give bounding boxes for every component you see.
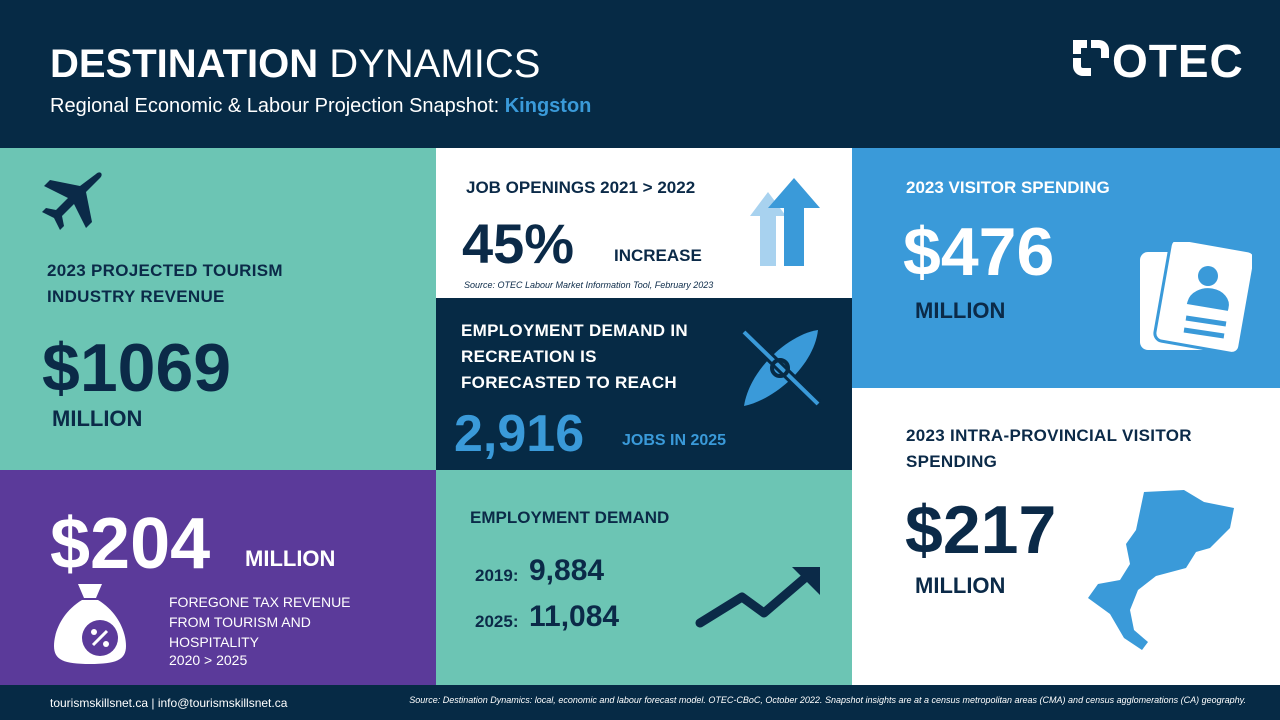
arrow-front — [768, 178, 820, 266]
plane-icon — [42, 172, 102, 230]
value: $1069 — [42, 330, 232, 406]
arrow-back — [750, 192, 786, 266]
document-icon — [1140, 242, 1252, 352]
unit: JOBS IN 2025 — [622, 432, 727, 449]
subtitle: Regional Economic & Labour Projection Sn… — [50, 95, 591, 118]
recreation-panel: EMPLOYMENT DEMAND IN RECREATION IS FOREC… — [436, 298, 852, 470]
job-openings-panel: JOB OPENINGS 2021 > 2022 45% INCREASE So… — [436, 148, 852, 298]
unit: MILLION — [52, 406, 143, 431]
kayak-icon — [740, 328, 822, 408]
percent-slash — [91, 629, 109, 647]
period: 2020 > 2025 — [169, 652, 248, 668]
region: Kingston — [504, 95, 592, 117]
tourism-revenue-panel: 2023 PROJECTED TOURISM INDUSTRY REVENUE … — [0, 148, 436, 470]
label: 2023 PROJECTED TOURISM INDUSTRY REVENUE — [47, 261, 283, 306]
trend-icon — [695, 567, 820, 628]
logo-mark — [1073, 40, 1109, 76]
unit: MILLION — [245, 546, 336, 571]
logo-shape — [1073, 40, 1109, 76]
website[interactable]: tourismskillsnet.ca — [50, 696, 149, 710]
label: EMPLOYMENT DEMAND — [470, 508, 670, 527]
row-value: 11,084 — [529, 600, 620, 633]
year: 2025: — [475, 612, 519, 631]
label: 2023 INTRA-PROVINCIAL VISITOR SPENDING — [906, 426, 1192, 471]
value: $217 — [905, 492, 1057, 568]
doc-avatar — [1198, 266, 1218, 286]
visitor-spending-panel: 2023 VISITOR SPENDING $476 MILLION — [852, 148, 1280, 388]
unit: MILLION — [915, 298, 1006, 323]
intra-provincial-panel: 2023 INTRA-PROVINCIAL VISITOR SPENDING $… — [852, 388, 1280, 685]
title-bold: DESTINATION — [50, 42, 319, 86]
plane-shape — [42, 172, 102, 230]
title: DESTINATION DYNAMICS — [50, 42, 540, 87]
unit: MILLION — [915, 573, 1006, 598]
percent-dot — [91, 629, 97, 635]
paddler — [770, 358, 790, 378]
separator: | — [151, 696, 155, 710]
value: 2,916 — [454, 405, 585, 463]
value: $476 — [903, 214, 1055, 290]
subtitle-text: Regional Economic & Labour Projection Sn… — [50, 95, 500, 117]
value: 45% — [462, 212, 575, 275]
source: Source: Destination Dynamics: local, eco… — [409, 695, 1246, 705]
year: 2019: — [475, 566, 519, 585]
email[interactable]: info@tourismskillsnet.ca — [157, 696, 288, 710]
label: JOB OPENINGS 2021 > 2022 — [466, 178, 696, 197]
arrows-icon — [750, 178, 820, 266]
title-light: DYNAMICS — [329, 42, 541, 86]
doc-lines — [1183, 288, 1229, 339]
map-icon — [1088, 490, 1234, 650]
row-value: 9,884 — [529, 554, 605, 587]
source: Source: OTEC Labour Market Information T… — [464, 280, 714, 290]
trend-line — [695, 572, 811, 628]
label: FOREGONE TAX REVENUE FROM TOURISM AND HO… — [169, 594, 351, 650]
unit: INCREASE — [614, 246, 702, 265]
region-map — [1088, 490, 1234, 650]
employment-demand-panel: EMPLOYMENT DEMAND 2019: 9,884 2025: 11,0… — [436, 470, 852, 685]
money-bag-icon — [54, 584, 126, 664]
label: 2023 VISITOR SPENDING — [906, 178, 1110, 197]
footer: tourismskillsnet.ca | info@tourismskills… — [0, 685, 1280, 720]
foregone-tax-panel: $204 MILLION FOREGONE TAX REVENUE FROM T… — [0, 470, 436, 685]
value: $204 — [50, 504, 211, 584]
percent-dot — [103, 641, 109, 647]
logo: OTEC — [1112, 35, 1244, 87]
trend-head — [792, 567, 820, 595]
contact: tourismskillsnet.ca | info@tourismskills… — [50, 696, 287, 710]
header: DESTINATION DYNAMICS Regional Economic &… — [0, 0, 1280, 148]
label: EMPLOYMENT DEMAND IN RECREATION IS FOREC… — [461, 321, 688, 392]
paddle — [742, 330, 820, 406]
